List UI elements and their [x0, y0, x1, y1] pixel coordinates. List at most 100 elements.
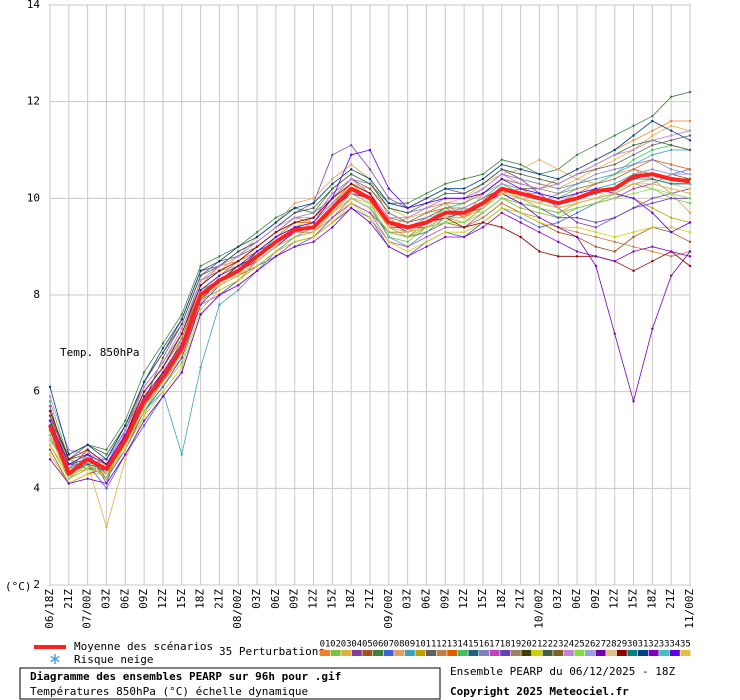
- data-point: [688, 187, 692, 190]
- data-point: [632, 245, 635, 248]
- data-point: [218, 264, 221, 268]
- legend-swatch: [341, 650, 352, 656]
- legend-swatch: [521, 650, 532, 656]
- data-point: [425, 201, 428, 205]
- data-point: [651, 148, 654, 152]
- data-point: [613, 177, 616, 181]
- x-tick-label: 21Z: [363, 589, 376, 609]
- data-point: [669, 134, 673, 137]
- data-point: [651, 153, 654, 157]
- data-point: [575, 192, 579, 195]
- data-point: [180, 366, 183, 369]
- data-point: [274, 245, 278, 248]
- data-point: [500, 163, 503, 166]
- data-point: [387, 187, 391, 190]
- legend-swatch: [383, 650, 394, 656]
- data-point: [349, 182, 353, 186]
- data-point: [613, 259, 616, 263]
- data-point: [557, 182, 560, 186]
- data-point: [387, 226, 391, 229]
- data-point: [218, 303, 221, 306]
- legend-label: 19: [510, 640, 521, 650]
- data-point: [199, 269, 202, 273]
- legend-swatch: [680, 650, 691, 656]
- data-point: [519, 187, 522, 190]
- legend-label: 05: [362, 640, 373, 650]
- data-point: [48, 448, 52, 451]
- legend-label: 07: [383, 640, 394, 650]
- data-point: [142, 395, 146, 398]
- data-point: [500, 158, 503, 161]
- data-point: [688, 134, 692, 137]
- legend-label: 21: [532, 640, 543, 650]
- data-point: [538, 211, 541, 215]
- legend-label: 10: [415, 640, 426, 650]
- data-point: [406, 235, 409, 239]
- data-point: [462, 192, 466, 195]
- annotation: Temp. 850hPa: [60, 346, 139, 359]
- data-point: [331, 211, 334, 215]
- data-point: [613, 148, 616, 152]
- data-point: [500, 177, 503, 181]
- x-tick-label: 18Z: [344, 589, 357, 609]
- data-point: [368, 168, 372, 171]
- legend-label: 18: [500, 640, 511, 650]
- data-point: [557, 177, 560, 181]
- data-point: [86, 453, 89, 456]
- data-point: [293, 235, 296, 239]
- data-point: [425, 245, 428, 248]
- legend-swatch: [436, 650, 447, 656]
- data-point: [67, 462, 71, 466]
- x-tick-label: 18Z: [495, 589, 508, 609]
- data-point: [651, 250, 654, 253]
- data-point: [669, 187, 673, 190]
- x-tick-label: 11/00Z: [683, 589, 696, 629]
- data-point: [86, 448, 89, 451]
- data-point: [48, 458, 52, 461]
- data-point: [237, 255, 240, 258]
- data-point: [575, 255, 579, 258]
- data-point: [387, 240, 391, 244]
- data-point: [293, 206, 296, 210]
- data-point: [481, 192, 485, 195]
- legend-swatch: [638, 650, 648, 656]
- data-point: [67, 453, 71, 456]
- data-point: [651, 168, 654, 171]
- data-point: [406, 245, 409, 248]
- data-point: [368, 148, 372, 152]
- data-point: [86, 467, 89, 471]
- data-point: [387, 201, 391, 205]
- data-point: [425, 211, 428, 215]
- data-point: [688, 172, 692, 176]
- y-tick-label: 10: [27, 191, 40, 204]
- data-point: [519, 168, 522, 171]
- legend-swatch: [489, 650, 500, 656]
- data-point: [368, 211, 372, 215]
- y-tick-label: 12: [27, 95, 40, 108]
- data-point: [669, 119, 673, 123]
- data-point: [218, 269, 221, 273]
- x-tick-label: 09Z: [438, 589, 451, 609]
- data-point: [124, 424, 127, 427]
- data-point: [594, 177, 598, 181]
- data-point: [255, 235, 259, 239]
- data-point: [519, 206, 522, 210]
- data-point: [651, 129, 654, 132]
- data-point: [538, 172, 541, 176]
- data-point: [86, 472, 89, 476]
- data-point: [406, 206, 409, 210]
- data-point: [425, 206, 428, 210]
- data-point: [387, 235, 391, 239]
- legend-label: 06: [373, 640, 384, 650]
- legend-swatch: [585, 650, 595, 656]
- x-tick-label: 03Z: [250, 589, 263, 609]
- data-point: [669, 274, 673, 277]
- data-point: [237, 274, 240, 277]
- x-tick-label: 21Z: [514, 589, 527, 609]
- legend-swatch: [404, 650, 415, 656]
- x-tick-label: 18Z: [645, 589, 658, 609]
- data-point: [124, 453, 127, 456]
- data-point: [67, 477, 71, 480]
- data-point: [180, 361, 183, 364]
- data-point: [67, 482, 71, 485]
